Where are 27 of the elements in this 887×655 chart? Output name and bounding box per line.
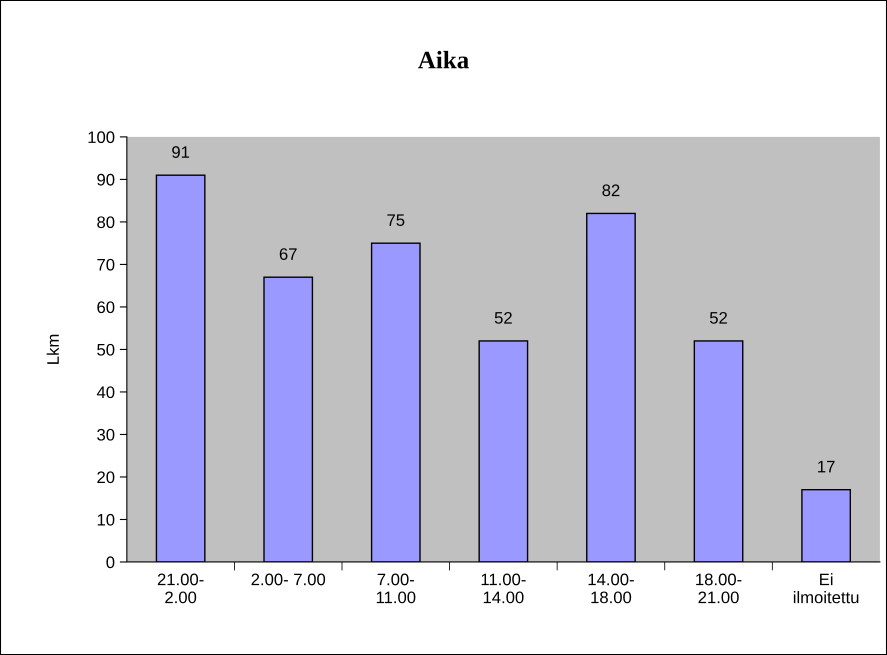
y-tick-label: 100 bbox=[88, 131, 114, 144]
x-tick-label: 18.00- 21.00 bbox=[696, 574, 742, 604]
y-tick-label: 20 bbox=[97, 471, 114, 484]
y-tick-label: 0 bbox=[106, 556, 114, 568]
y-tick-label: 90 bbox=[97, 174, 114, 186]
data-label: 91 bbox=[172, 146, 190, 158]
y-tick-label: 80 bbox=[97, 216, 114, 228]
y-axis-title: Lkm bbox=[46, 334, 59, 364]
x-tick-label: 7.00- 11.00 bbox=[376, 574, 416, 604]
y-tick-label: 30 bbox=[97, 428, 114, 441]
y-tick-label: 40 bbox=[96, 386, 114, 398]
y-tick-label: 10 bbox=[98, 514, 114, 526]
data-label: 67 bbox=[280, 248, 297, 260]
data-label: 52 bbox=[494, 312, 512, 324]
y-tick-label: 70 bbox=[97, 258, 114, 271]
data-label: 17 bbox=[818, 460, 835, 472]
data-label: 75 bbox=[387, 214, 404, 226]
data-label: 52 bbox=[710, 312, 727, 324]
x-tick-label: Ei ilmoitettu bbox=[794, 573, 858, 604]
y-tick-label: 50 bbox=[97, 344, 114, 356]
chart-title: Aika bbox=[418, 50, 469, 68]
x-tick-label: 11.00- 14.00 bbox=[482, 574, 526, 604]
x-tick-label: 21.00- 2.00 bbox=[158, 574, 204, 604]
y-tick-label: 60 bbox=[97, 301, 114, 314]
x-tick-label: 14.00- 18.00 bbox=[588, 574, 634, 604]
data-label: 82 bbox=[602, 184, 620, 196]
x-tick-label: 2.00- 7.00 bbox=[252, 574, 326, 586]
